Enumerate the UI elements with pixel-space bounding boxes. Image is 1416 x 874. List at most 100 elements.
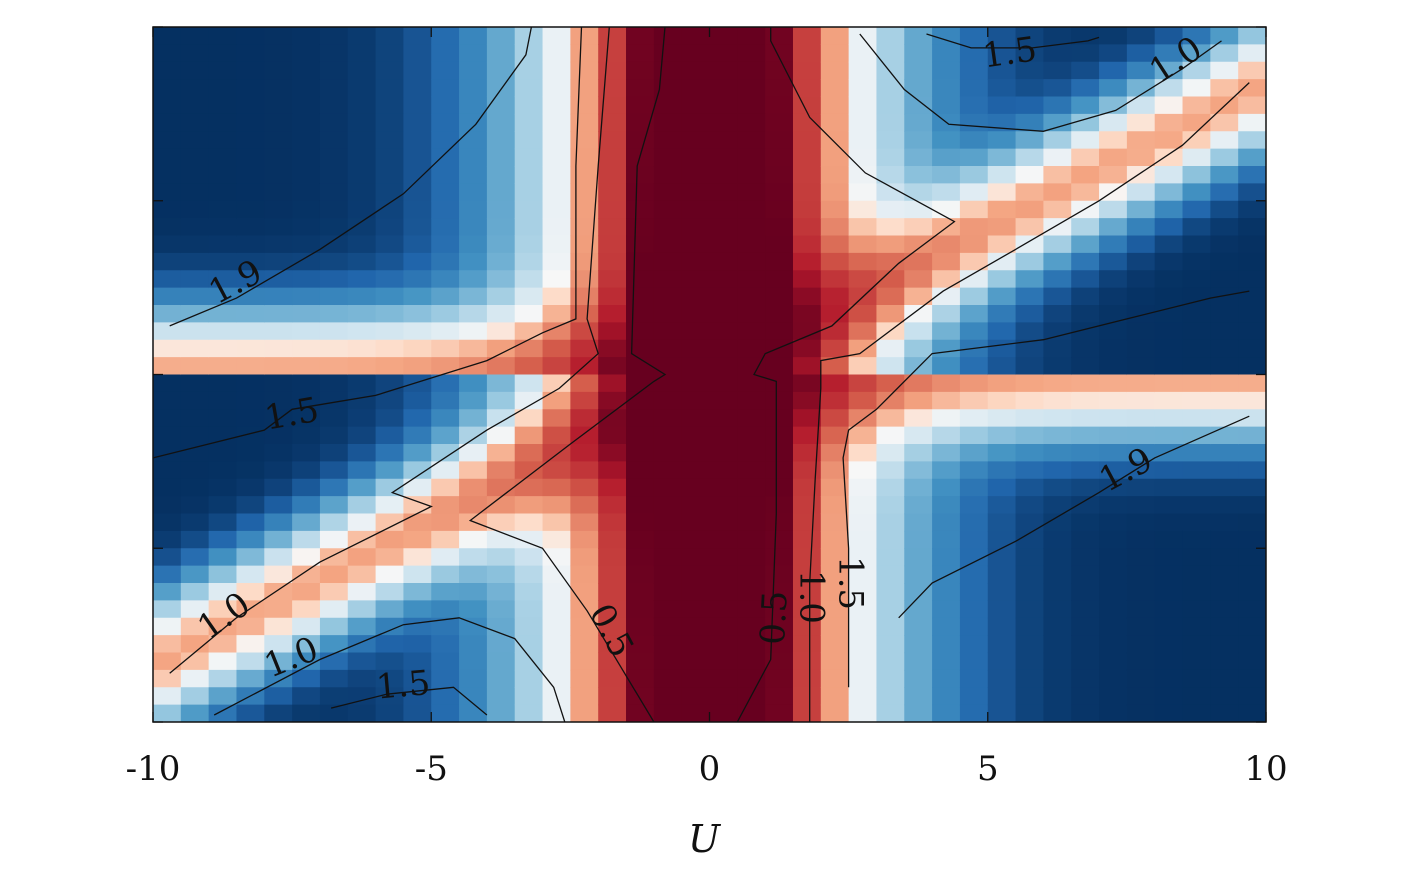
heatmap-cell (347, 669, 377, 688)
heatmap-cell (765, 235, 794, 254)
heatmap-cell (932, 444, 961, 462)
heatmap-cell (236, 635, 265, 654)
heatmap-cell (1015, 148, 1044, 167)
heatmap-cell (959, 409, 989, 428)
heatmap-cell (347, 704, 377, 722)
heatmap-cell (1099, 287, 1128, 306)
heatmap-cell (1126, 166, 1156, 184)
heatmap-cell (292, 530, 321, 549)
heatmap-cell (792, 200, 822, 219)
heatmap-cell (1154, 218, 1184, 237)
heatmap-cell (1182, 426, 1211, 445)
heatmap-cell (1154, 183, 1184, 202)
heatmap-cell (570, 461, 599, 480)
heatmap-cell (653, 374, 683, 393)
heatmap-cell (653, 617, 683, 636)
heatmap-cell (319, 44, 349, 63)
heatmap-cell (486, 669, 516, 688)
heatmap-cell (375, 478, 405, 497)
heatmap-cell (153, 357, 182, 376)
heatmap-cell (1182, 548, 1211, 567)
heatmap-cell (1099, 44, 1128, 63)
heatmap-cell (1099, 166, 1128, 184)
heatmap-cell (1182, 391, 1211, 410)
heatmap-cell (1099, 530, 1128, 549)
heatmap-cell (1015, 96, 1044, 115)
heatmap-cell (292, 305, 321, 323)
heatmap-cell (208, 652, 238, 671)
heatmap-cell (486, 565, 516, 584)
heatmap-cell (1126, 148, 1156, 167)
heatmap-cell (459, 357, 488, 376)
heatmap-cell (987, 565, 1017, 584)
heatmap-cell (987, 252, 1017, 271)
heatmap-cell (292, 339, 321, 358)
heatmap-cell (1210, 357, 1239, 376)
heatmap-cell (959, 96, 989, 115)
heatmap-cell (653, 183, 683, 202)
heatmap-cell (459, 409, 488, 428)
heatmap-cell (403, 357, 432, 376)
heatmap-cell (709, 600, 738, 619)
heatmap-cell (598, 148, 627, 167)
heatmap-cell (208, 339, 238, 358)
heatmap-cell (403, 166, 432, 184)
heatmap-cell (709, 61, 738, 80)
heatmap-cell (264, 96, 293, 115)
heatmap-cell (459, 148, 488, 167)
heatmap-cell (792, 617, 822, 636)
heatmap-cell (459, 391, 488, 410)
heatmap-cell (1210, 148, 1239, 167)
heatmap-cell (208, 322, 238, 341)
heatmap-cell (570, 704, 599, 722)
heatmap-cell (514, 565, 544, 584)
heatmap-cell (848, 44, 878, 63)
heatmap-cell (319, 409, 349, 428)
heatmap-cell (876, 148, 905, 167)
heatmap-cell (1043, 478, 1072, 497)
heatmap-cell (820, 496, 850, 515)
heatmap-cell (1099, 600, 1128, 619)
heatmap-cell (292, 565, 321, 584)
heatmap-cell (1238, 600, 1266, 619)
heatmap-cell (626, 131, 655, 150)
heatmap-cell (375, 565, 405, 584)
heatmap-cell (486, 148, 516, 167)
heatmap-cell (1238, 478, 1266, 497)
heatmap-cell (1154, 704, 1184, 722)
heatmap-cell (236, 305, 265, 323)
heatmap-cell (403, 270, 432, 289)
heatmap-cell (932, 183, 961, 202)
heatmap-cell (626, 583, 655, 601)
heatmap-cell (681, 305, 711, 323)
heatmap-cell (1043, 183, 1072, 202)
heatmap-cell (792, 444, 822, 462)
heatmap-cell (959, 287, 989, 306)
heatmap-cell (542, 148, 571, 167)
heatmap-cell (1154, 166, 1184, 184)
heatmap-cell (626, 669, 655, 688)
heatmap-cell (904, 61, 933, 80)
heatmap-cell (264, 444, 293, 462)
heatmap-cell (486, 183, 516, 202)
heatmap-cell (876, 513, 905, 532)
heatmap-cell (180, 391, 210, 410)
heatmap-cell (598, 530, 627, 549)
heatmap-cell (653, 61, 683, 80)
heatmap-cell (653, 218, 683, 237)
heatmap-cell (765, 287, 794, 306)
heatmap-cell (208, 391, 238, 410)
heatmap-cell (1099, 704, 1128, 722)
heatmap-cell (765, 148, 794, 167)
heatmap-cell (236, 270, 265, 289)
heatmap-cell (542, 374, 571, 393)
heatmap-cell (431, 583, 460, 601)
heatmap-cell (319, 635, 349, 654)
heatmap-cell (264, 652, 293, 671)
heatmap-cell (180, 113, 210, 132)
heatmap-cell (236, 565, 265, 584)
heatmap-cell (1015, 530, 1044, 549)
heatmap-cell (1126, 426, 1156, 445)
heatmap-cell (653, 426, 683, 445)
heatmap-cell (681, 409, 711, 428)
